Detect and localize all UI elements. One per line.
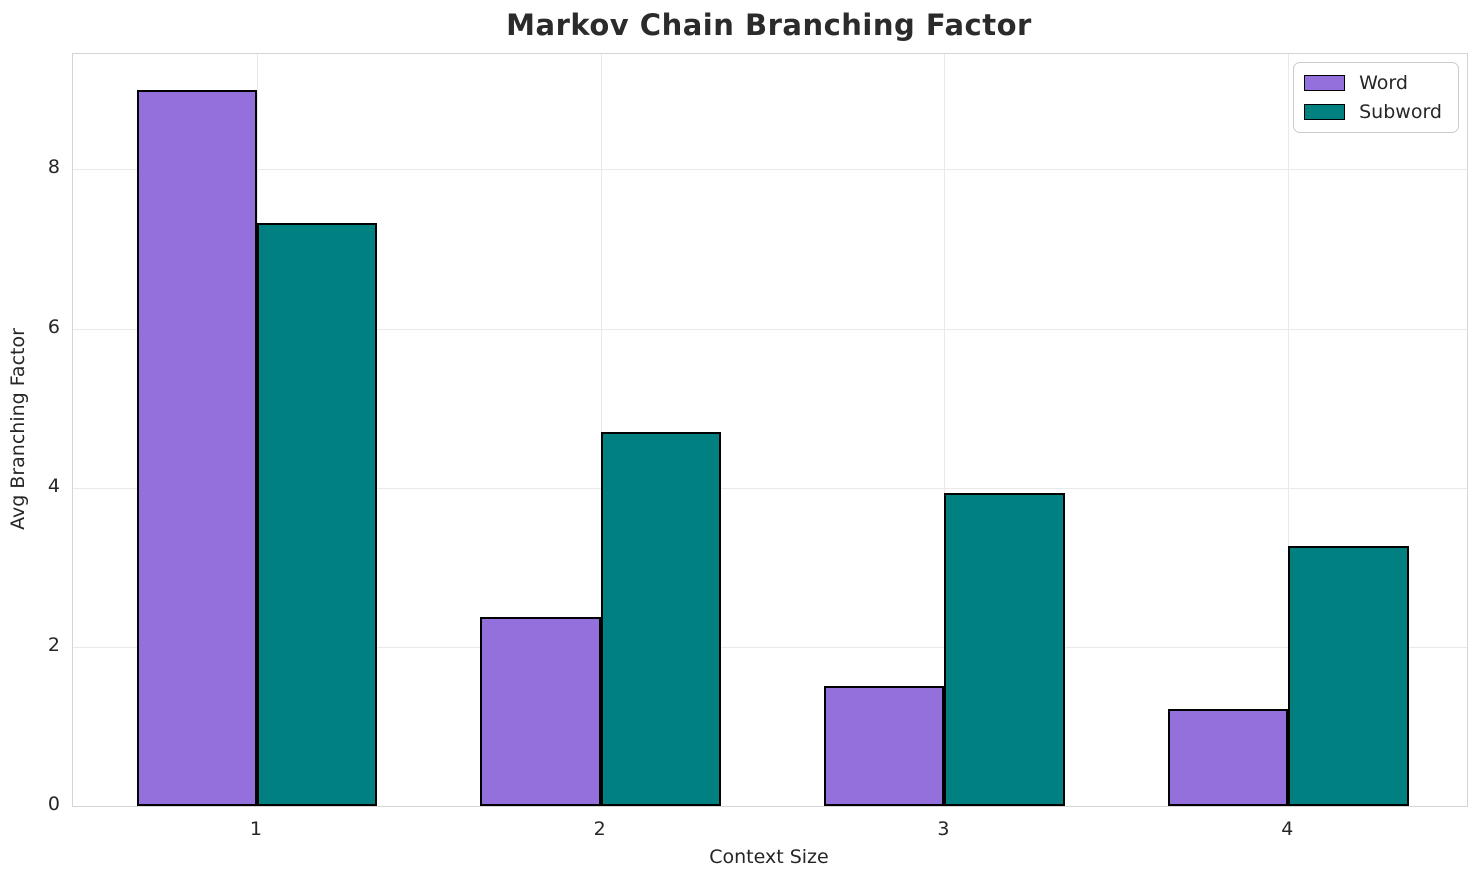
y-tick-label: 2 — [47, 633, 60, 656]
bar-subword-2 — [600, 431, 721, 806]
y-tick-label: 6 — [47, 315, 60, 338]
gridline-horizontal — [73, 328, 1467, 330]
bar-subword-4 — [1288, 545, 1409, 806]
gridline-vertical — [1288, 54, 1290, 806]
x-axis-label: Context Size — [709, 846, 829, 868]
y-tick-label: 4 — [47, 474, 60, 497]
x-tick-label: 1 — [249, 818, 262, 840]
legend-label-subword: Subword — [1359, 101, 1442, 123]
plot-area — [72, 53, 1468, 807]
x-tick-label: 2 — [593, 818, 606, 840]
legend: Word Subword — [1293, 62, 1459, 133]
y-axis-label: Avg Branching Factor — [7, 328, 29, 530]
x-tick-label: 3 — [937, 818, 950, 840]
bar-word-2 — [480, 617, 601, 806]
chart-title: Markov Chain Branching Factor — [506, 8, 1032, 42]
legend-item-word: Word — [1304, 72, 1442, 94]
gridline-horizontal — [73, 646, 1467, 648]
bar-word-4 — [1167, 708, 1289, 806]
y-tick-label: 8 — [47, 156, 60, 179]
legend-item-subword: Subword — [1304, 101, 1442, 123]
gridline-vertical — [944, 54, 946, 806]
y-tick-label: 0 — [47, 793, 60, 815]
bar-word-1 — [136, 89, 257, 806]
gridline-horizontal — [73, 169, 1467, 171]
bar-subword-3 — [944, 493, 1065, 806]
x-tick-label: 4 — [1281, 818, 1294, 840]
bar-word-3 — [824, 685, 945, 806]
legend-swatch-word — [1304, 75, 1346, 91]
legend-label-word: Word — [1359, 72, 1408, 94]
gridline-vertical — [600, 54, 602, 806]
bar-subword-1 — [256, 222, 378, 806]
legend-swatch-subword — [1304, 104, 1346, 120]
gridline-horizontal — [73, 487, 1467, 489]
